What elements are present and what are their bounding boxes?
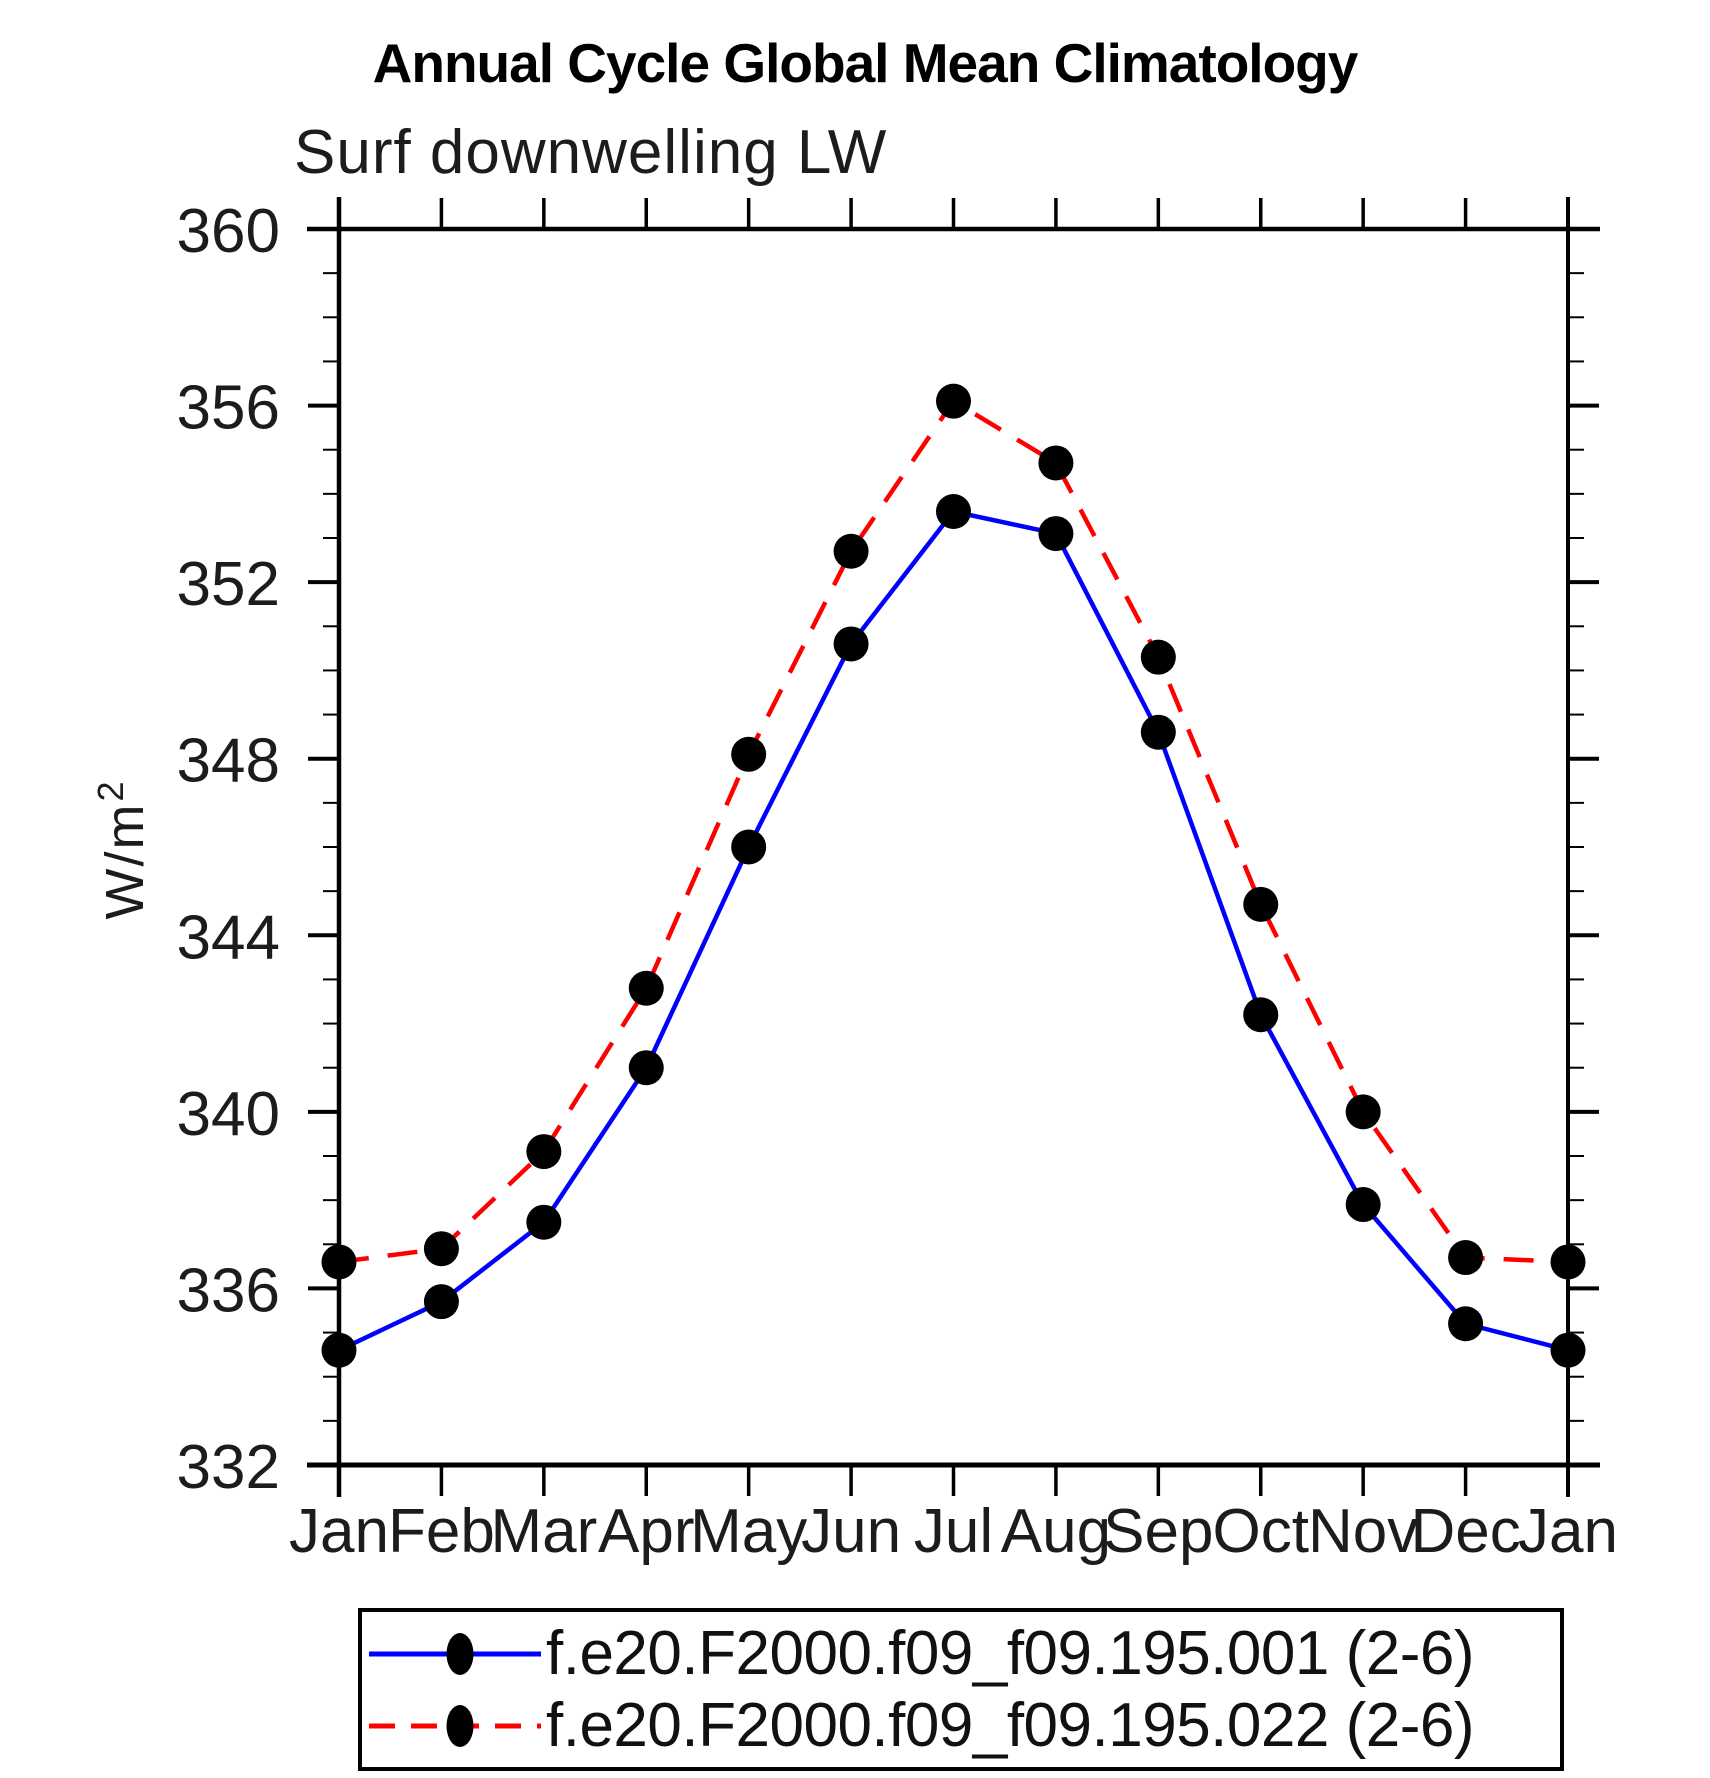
- y-tick-label: 344: [177, 903, 280, 972]
- x-tick-label: Mar: [490, 1497, 597, 1566]
- x-tick-label: Sep: [1103, 1497, 1213, 1566]
- data-point-marker: [936, 383, 971, 419]
- legend-item: f.e20.F2000.f09_f09.195.022 (2-6): [366, 1690, 1556, 1762]
- y-tick-label: 336: [177, 1256, 280, 1325]
- legend-marker-dot: [446, 1633, 474, 1675]
- x-tick-label: Jun: [801, 1497, 901, 1566]
- y-tick-label: 360: [177, 197, 280, 266]
- data-point-marker: [1550, 1244, 1586, 1280]
- data-point-marker: [628, 970, 664, 1006]
- data-point-marker: [1140, 639, 1176, 675]
- y-tick-label: 348: [177, 727, 280, 796]
- legend-line-sample-dashed: [369, 1705, 541, 1747]
- data-point-marker: [1243, 997, 1279, 1033]
- x-tick-label: Jul: [914, 1497, 993, 1566]
- series-line-1: [338, 398, 1569, 1265]
- data-point-marker: [1140, 714, 1176, 750]
- data-point-marker: [423, 1231, 459, 1267]
- data-point-marker: [1345, 1187, 1381, 1223]
- legend-label: f.e20.F2000.f09_f09.195.022 (2-6): [546, 1691, 1474, 1760]
- y-tick-label: 340: [177, 1080, 280, 1149]
- series-line-0: [338, 509, 1569, 1353]
- data-point-marker: [1038, 445, 1074, 481]
- data-point-marker: [936, 494, 971, 530]
- legend-line-sample-solid: [369, 1633, 541, 1675]
- data-point-marker: [526, 1204, 562, 1240]
- data-point-marker: [1345, 1094, 1381, 1130]
- data-point-marker: [1243, 886, 1279, 922]
- data-point-marker: [1550, 1332, 1586, 1368]
- data-point-marker: [833, 626, 869, 662]
- legend-label: f.e20.F2000.f09_f09.195.001 (2-6): [546, 1619, 1474, 1688]
- data-point-marker: [526, 1134, 562, 1170]
- x-tick-label: Apr: [598, 1497, 694, 1566]
- x-tick-label: May: [690, 1497, 807, 1566]
- x-tick-label: Nov: [1308, 1497, 1418, 1566]
- y-tick-label: 332: [177, 1433, 280, 1502]
- data-point-marker: [833, 533, 869, 569]
- data-point-marker: [321, 1332, 357, 1368]
- y-tick-label: 352: [177, 550, 280, 619]
- data-point-marker: [731, 736, 767, 772]
- x-tick-label: Jan: [289, 1497, 389, 1566]
- legend-item: f.e20.F2000.f09_f09.195.001 (2-6): [366, 1618, 1556, 1690]
- x-tick-label: Oct: [1213, 1497, 1309, 1566]
- data-point-marker: [1448, 1240, 1484, 1276]
- x-tick-label: Aug: [1001, 1497, 1111, 1566]
- chart-subtitle: Surf downwelling LW: [294, 118, 888, 187]
- data-point-marker: [628, 1050, 664, 1086]
- data-point-marker: [423, 1284, 459, 1320]
- chart-title: Annual Cycle Global Mean Climatology: [372, 32, 1359, 94]
- legend-marker-dot: [446, 1705, 474, 1747]
- data-point-marker: [321, 1244, 357, 1280]
- y-tick-label: 356: [177, 374, 280, 443]
- x-tick-label: Jan: [1518, 1497, 1618, 1566]
- legend: f.e20.F2000.f09_f09.195.001 (2-6) f.e20.…: [358, 1608, 1564, 1771]
- x-tick-label: Feb: [388, 1497, 495, 1566]
- data-point-marker: [731, 829, 767, 865]
- data-point-marker: [1448, 1306, 1484, 1342]
- x-tick-label: Dec: [1410, 1497, 1520, 1566]
- data-point-marker: [1038, 516, 1074, 552]
